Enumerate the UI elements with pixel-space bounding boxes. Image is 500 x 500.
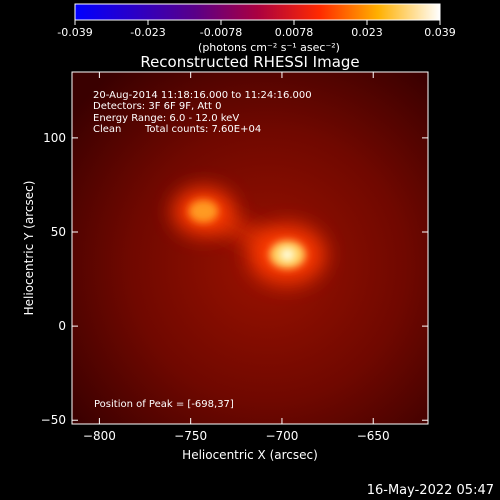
x-axis-label: Heliocentric X (arcsec) [182,448,318,462]
colorbar-units: (photons cm⁻² s⁻¹ asec⁻²) [198,41,340,54]
source-peak [280,248,295,261]
peak-position-label: Position of Peak = [-698,37] [94,399,234,410]
annotation-method: Clean [93,124,121,135]
heatmap-image [72,72,428,424]
colorbar-tick-label: -0.039 [57,26,92,39]
plot-frame [71,71,429,425]
colorbar [74,3,441,21]
source-core [188,199,219,223]
x-tick-label: −700 [265,429,298,443]
colorbar-tick-label: 0.039 [424,26,456,39]
annotation-energy-range: Energy Range: 6.0 - 12.0 keV [93,113,239,124]
y-tick-label: 50 [51,225,66,239]
annotation-detectors: Detectors: 3F 6F 9F, Att 0 [93,101,221,112]
heatmap-background [72,72,428,424]
colorbar-tick-label: -0.023 [130,26,165,39]
annotation-total-counts: Total counts: 7.60E+04 [144,124,261,135]
x-tick-label: −650 [357,429,390,443]
colorbar-tick-label: -0.0078 [200,26,242,39]
annotation-time-range: 20-Aug-2014 11:18:16.000 to 11:24:16.000 [93,90,312,101]
colorbar-tick-label: 0.0078 [275,26,314,39]
y-tick-label: 0 [58,319,66,333]
footer-timestamp: 16-May-2022 05:47 [367,483,494,498]
colorbar-tick-label: 0.023 [351,26,383,39]
x-tick-label: −750 [174,429,207,443]
x-tick-label: −800 [83,429,116,443]
y-tick-label: −50 [41,413,66,427]
y-axis-label: Heliocentric Y (arcsec) [22,181,36,316]
axis-ticks: −800 −750 −700 −650 −50 0 50 100 [41,72,428,443]
y-tick-label: 100 [43,131,66,145]
colorbar-ticks: -0.039 -0.023 -0.0078 0.0078 0.023 0.039 [57,20,456,39]
chart-title: Reconstructed RHESSI Image [140,53,359,71]
